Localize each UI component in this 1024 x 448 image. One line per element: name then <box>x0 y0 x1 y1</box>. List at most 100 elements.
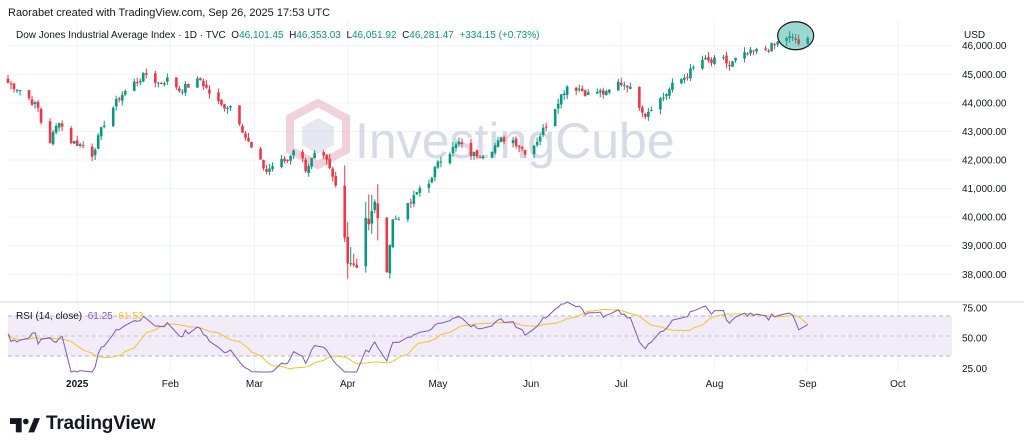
candle-body <box>250 142 253 148</box>
candle-body <box>616 81 620 91</box>
candle-body <box>680 79 683 84</box>
candle-body <box>595 91 599 94</box>
candle-body <box>496 140 500 147</box>
candle-body <box>565 86 569 95</box>
candle-body <box>755 48 758 52</box>
candle-body <box>409 202 413 204</box>
candle-body <box>580 88 584 92</box>
candle-body <box>520 147 524 149</box>
time-tick-label: May <box>428 379 447 390</box>
candle-body <box>114 98 118 107</box>
candle-body <box>54 125 58 133</box>
candle-body <box>123 91 127 95</box>
candle-body <box>469 142 473 157</box>
candle-body <box>619 82 623 86</box>
candle-body <box>562 93 566 96</box>
candle-body <box>175 77 178 88</box>
candle-body <box>220 99 223 105</box>
candle-body <box>325 154 328 160</box>
candle-body <box>33 102 37 105</box>
candle-body <box>514 138 518 147</box>
candle-body <box>604 91 608 96</box>
candle-body <box>406 203 410 220</box>
candle-body <box>265 169 268 172</box>
candle-body <box>144 73 148 75</box>
candle-body <box>313 153 316 159</box>
candle-body <box>322 152 325 156</box>
rsi-value: 61.25 <box>87 311 113 322</box>
candle-body <box>30 99 34 105</box>
candle-body <box>304 159 307 172</box>
candle-body <box>117 98 121 100</box>
price-chart[interactable]: InvestingCube 46,000.0045,000.0044,000.0… <box>0 0 1024 410</box>
candle-body <box>454 144 458 149</box>
candle-body <box>770 43 773 52</box>
candle-body <box>430 177 434 183</box>
candle-body <box>607 89 611 93</box>
candle-body <box>791 36 794 38</box>
candle-body <box>292 150 295 156</box>
candle-body <box>638 86 641 108</box>
candle-body <box>247 137 250 142</box>
candle-body <box>668 89 671 96</box>
candle-body <box>178 88 181 92</box>
candle-body <box>349 263 353 265</box>
time-tick-label: Feb <box>162 379 180 390</box>
price-axis[interactable]: 46,000.00 45,000.00 44,000.00 43,000.00 42,0… <box>962 41 1007 281</box>
rsi-ma-value: 61.53 <box>118 311 144 322</box>
rsi-tick-label: 50.00 <box>962 334 987 345</box>
symbol-legend[interactable]: Dow Jones Industrial Average Index · 1D … <box>16 30 539 41</box>
candle-body <box>490 152 494 158</box>
candle-body <box>493 145 497 153</box>
change-value: +334.15 (+0.73%) <box>459 30 540 41</box>
candle-body <box>331 168 334 177</box>
candle-body <box>157 82 160 84</box>
candle-body <box>138 81 142 83</box>
rsi-tick-label: 75.00 <box>962 304 987 315</box>
candle-body <box>397 219 401 221</box>
candle-body <box>665 94 668 97</box>
candle-body <box>388 245 392 274</box>
candle-body <box>577 88 581 90</box>
candle-body <box>187 84 190 88</box>
candle-body <box>154 73 157 83</box>
price-tick-label: 38,000.00 <box>962 270 1007 281</box>
tradingview-brand: TradingView <box>46 413 156 434</box>
candle-body <box>36 101 40 108</box>
candle-body <box>433 167 437 178</box>
time-tick-label: Sep <box>799 379 817 390</box>
candle-body <box>334 176 337 186</box>
candle-body <box>78 144 82 146</box>
candle-body <box>385 217 389 273</box>
candle-body <box>773 44 776 46</box>
candle-body <box>259 148 262 160</box>
time-axis[interactable]: 2025 Feb Mar Apr May Jun Jul Aug Sep Oct <box>66 379 906 390</box>
candle-body <box>184 83 187 93</box>
candle-body <box>72 141 76 144</box>
candle-body <box>166 77 169 82</box>
candle-body <box>472 151 476 156</box>
candle-body <box>111 107 115 127</box>
time-tick-label: 2025 <box>66 379 89 390</box>
candle-body <box>427 183 431 188</box>
candle-body <box>223 104 226 109</box>
candle-body <box>238 105 241 125</box>
rsi-indicator <box>7 301 809 373</box>
candle-body <box>280 158 283 168</box>
candle-body <box>598 90 602 93</box>
rsi-legend[interactable]: RSI (14, close) 61.25 61.53 <box>16 311 143 322</box>
low-value: 46,051.92 <box>352 30 397 41</box>
candle-body <box>310 158 313 167</box>
open-value: 46,101.45 <box>239 30 284 41</box>
candle-body <box>478 156 482 158</box>
candle-body <box>517 145 521 148</box>
candle-body <box>728 65 731 67</box>
candle-body <box>713 57 716 65</box>
rsi-axis[interactable]: 75.00 50.00 25.00 <box>962 304 987 375</box>
recent-price-highlight-circle <box>777 21 815 51</box>
candle-body <box>141 72 145 82</box>
candle-body <box>9 83 13 85</box>
candle-body <box>523 150 527 155</box>
candle-body <box>641 107 644 113</box>
candle-body <box>788 36 791 39</box>
